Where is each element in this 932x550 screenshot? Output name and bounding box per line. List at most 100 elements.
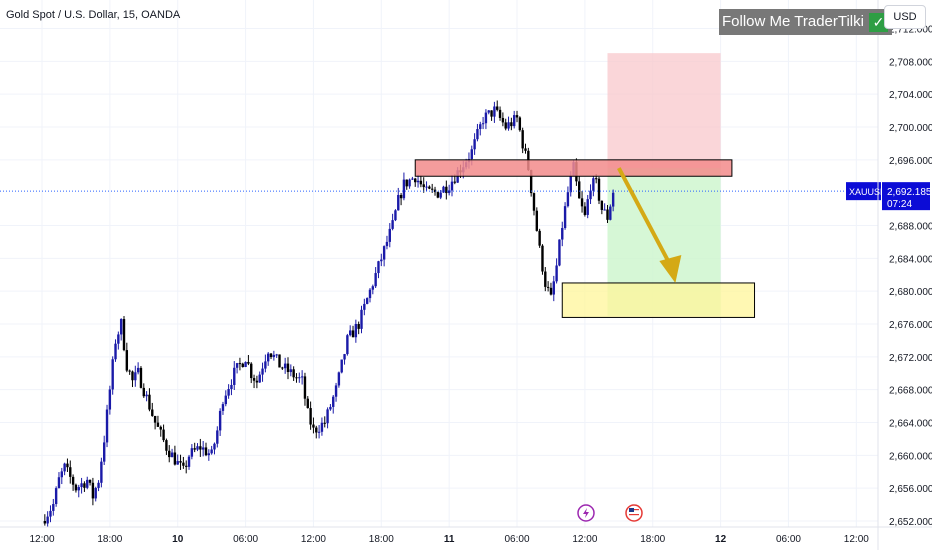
candle-body	[170, 452, 174, 458]
candle-body	[363, 303, 366, 310]
candle-body	[221, 404, 225, 411]
candle-body	[445, 186, 448, 194]
candle-body	[501, 117, 505, 123]
x-tick-label: 18:00	[640, 534, 665, 545]
candle-body	[414, 178, 417, 183]
candle-body	[365, 298, 369, 304]
lightning-glyph	[583, 508, 589, 518]
price-tag-countdown: 07:24	[887, 199, 912, 210]
flag-stripe	[629, 511, 639, 513]
candle-body	[187, 456, 191, 467]
x-tick-label: 12:00	[29, 534, 54, 545]
arrow-shaft	[617, 167, 675, 270]
x-tick-label: 12:00	[572, 534, 597, 545]
candle-body	[544, 271, 547, 287]
candle-body	[411, 178, 414, 180]
candle-body	[524, 148, 527, 151]
candle-body	[179, 461, 182, 463]
support-box	[561, 282, 756, 318]
candle-body	[504, 122, 507, 129]
candle-body	[100, 461, 103, 483]
candle-body	[490, 110, 493, 117]
candle-body	[233, 367, 236, 385]
candle-body	[430, 188, 434, 190]
candles	[43, 100, 615, 528]
candle-body	[479, 124, 482, 130]
candle-body	[583, 206, 587, 215]
candle-body	[561, 228, 564, 240]
candle-body	[422, 184, 425, 188]
arrow-head	[659, 254, 682, 283]
candle-body	[272, 354, 276, 358]
candle-body	[134, 372, 137, 381]
candle-body	[382, 246, 386, 260]
candle-body	[258, 374, 261, 383]
candle-body	[360, 309, 363, 329]
y-tick-label: 2,668.000	[889, 386, 932, 397]
candle-body	[541, 245, 544, 272]
resistance-box	[414, 159, 733, 177]
candle-body	[201, 447, 205, 450]
candle-body	[436, 192, 440, 198]
candle-body	[207, 453, 211, 456]
candle-body	[377, 261, 380, 274]
candle-body	[261, 368, 264, 375]
candle-body	[286, 363, 290, 373]
candle-body	[57, 477, 61, 489]
flag-stripe	[629, 514, 639, 516]
candle-body	[111, 359, 114, 390]
candle-body	[329, 406, 332, 410]
candle-body	[388, 228, 391, 242]
candle-body	[558, 239, 561, 266]
currency-button[interactable]: USD	[884, 5, 926, 29]
candle-body	[529, 170, 533, 194]
stop-loss-zone	[607, 53, 721, 169]
candle-body	[538, 230, 541, 246]
candle-body	[323, 422, 326, 424]
candle-body	[597, 178, 601, 201]
follow-banner[interactable]: Follow Me TraderTilki ✓	[719, 9, 892, 35]
candle-body	[371, 286, 375, 290]
candle-body	[405, 179, 408, 187]
candle-body	[326, 409, 329, 424]
candle-body	[165, 440, 168, 451]
candle-body	[300, 376, 304, 378]
follow-text: Follow Me TraderTilki	[722, 13, 864, 30]
y-tick-label: 2,684.000	[889, 254, 932, 265]
candle-body	[603, 209, 606, 211]
candle-body	[114, 343, 117, 360]
y-tick-label: 2,700.000	[889, 123, 932, 134]
y-tick-label: 2,664.000	[889, 419, 932, 430]
candle-body	[190, 448, 194, 457]
candle-body	[250, 363, 253, 379]
grid-lines	[0, 0, 878, 527]
candle-body	[447, 190, 451, 194]
candle-body	[453, 181, 457, 183]
candle-body	[315, 427, 318, 433]
candle-body	[54, 488, 58, 505]
candle-body	[515, 115, 519, 118]
y-tick-label: 2,688.000	[889, 222, 932, 233]
candle-body	[498, 109, 502, 118]
y-tick-label: 2,672.000	[889, 353, 932, 364]
candle-body	[69, 467, 72, 477]
candle-body	[589, 190, 592, 200]
candle-body	[487, 110, 490, 113]
chart-title: Gold Spot / U.S. Dollar, 15, OANDA	[6, 9, 181, 21]
candle-body	[332, 396, 335, 407]
candle-body	[122, 319, 126, 351]
candle-body	[97, 482, 100, 488]
candle-body	[108, 389, 112, 410]
candle-body	[295, 377, 298, 379]
symbol-tag-text: XAUUSD	[849, 187, 887, 197]
candle-body	[74, 484, 78, 491]
candle-body	[289, 369, 293, 373]
x-tick-label: 18:00	[97, 534, 122, 545]
candle-body	[176, 461, 179, 465]
candle-body	[569, 176, 572, 193]
candle-body	[309, 408, 312, 425]
candle-body	[80, 483, 83, 488]
